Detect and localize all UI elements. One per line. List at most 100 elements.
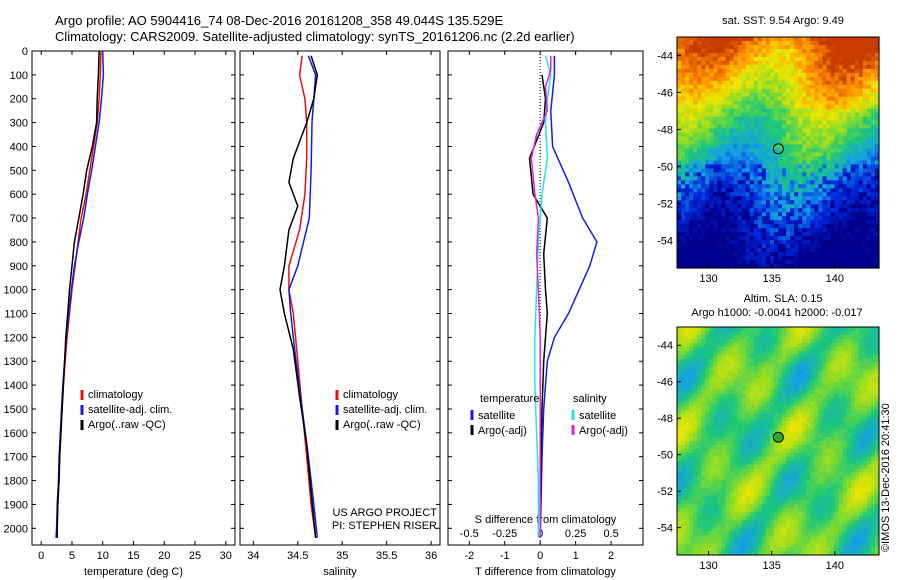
sst_map-cell (822, 37, 828, 42)
sst_map-cell (733, 76, 739, 82)
sst_map-cell (721, 72, 727, 78)
sst_map-cell (701, 188, 706, 193)
sla_map-cell (838, 378, 844, 383)
sla_map-cell (733, 346, 739, 352)
sst_map-cell (850, 184, 856, 189)
sla_map-cell (814, 441, 819, 446)
sst_map-cell (705, 37, 710, 42)
sst_map-cell (745, 208, 751, 213)
sla_map-cell (810, 405, 815, 411)
sst_map-cell (842, 92, 848, 98)
sst_map-cell (737, 37, 743, 42)
sla_map-cell (810, 382, 815, 387)
sst_map-cell (778, 136, 783, 142)
sla_map-cell (729, 354, 735, 360)
salinity-legend-label: Argo(..raw -QC) (343, 419, 421, 431)
sst_map-cell (709, 116, 714, 122)
differences-series-line (528, 74, 549, 538)
sst_map-cell (818, 116, 824, 122)
sla_map-cell (858, 397, 864, 403)
sst_map-cell (790, 232, 795, 237)
sla_map-cell (677, 327, 682, 332)
sst_map-cell (705, 144, 710, 150)
sst_map-cell (737, 148, 743, 154)
sst_map-cell (725, 172, 731, 177)
sla_map-cell (842, 350, 848, 356)
sla_map-cell (677, 429, 682, 434)
sla_map-cell (862, 334, 868, 340)
sst_map-cell (830, 244, 836, 249)
sla_map-cell (697, 437, 702, 442)
sst_map-cell (705, 216, 710, 221)
sst_map-cell (713, 164, 718, 170)
sst_map-cell (846, 236, 852, 241)
sla_map-cell (685, 330, 690, 336)
sst_map-cell (765, 60, 771, 66)
sla_map-cell (834, 433, 840, 438)
sst_map-cell (705, 112, 710, 118)
sla_map-cell (854, 405, 860, 411)
sla_map-cell (782, 401, 787, 407)
sla_map-cell (705, 397, 710, 403)
sla_map-cell (778, 370, 783, 375)
sst_map-cell (790, 92, 795, 98)
sst_map-cell (693, 164, 698, 170)
sst_map-cell (725, 236, 731, 241)
sst_map-cell (866, 136, 872, 142)
sst_map-cell (802, 200, 807, 205)
sla_map-cell (729, 413, 735, 419)
sla_map-cell (866, 464, 872, 470)
sst_map-cell (757, 92, 763, 98)
sst_map-cell (729, 72, 735, 78)
sla_map-cell (721, 460, 727, 466)
temperature-legend-label: satellite-adj. clim. (88, 404, 172, 416)
sst_map-cell (769, 140, 775, 146)
sla_map-cell (842, 405, 848, 411)
sst_map-cell (725, 124, 731, 130)
sst_map-cell (782, 180, 787, 185)
sla_map-cell (693, 452, 698, 458)
sst_map-cell (810, 224, 815, 229)
sla_map-cell (798, 393, 803, 399)
sla_map-cell (826, 409, 832, 415)
sla_map-cell (866, 413, 872, 419)
sla_map-cell (830, 370, 836, 375)
sst_map-cell (794, 184, 799, 189)
sla_map-cell (814, 342, 819, 348)
sla_map-cell (838, 437, 844, 442)
sla_map-cell (814, 354, 819, 360)
sst_map-cell (838, 188, 844, 193)
sst_map-cell (685, 164, 690, 170)
sla_map-cell (693, 374, 698, 379)
sla_map-cell (834, 460, 840, 466)
sla_map-cell (818, 362, 824, 367)
sla_map-cell (713, 444, 718, 450)
sst_map-cell (850, 48, 856, 54)
sla_map-cell (745, 385, 751, 391)
sla_map-cell (810, 456, 815, 462)
sst_map-cell (874, 48, 880, 54)
sla_map-cell (685, 382, 690, 387)
sla_map-cell (866, 397, 872, 403)
sla_map-cell (733, 456, 739, 462)
sst_map-cell (729, 248, 735, 253)
sst_map-cell (701, 108, 706, 114)
sst_map-cell (846, 40, 852, 46)
sla_map-cell (842, 366, 848, 371)
sla_map-cell (846, 350, 852, 356)
sst_map-cell (769, 200, 775, 205)
sla_map-cell (701, 413, 706, 419)
sla_map-cell (761, 378, 767, 383)
sst_map-cell (858, 168, 864, 174)
sst_map-cell (725, 56, 731, 62)
sla_map-cell (689, 464, 694, 470)
sst_map-cell (761, 92, 767, 98)
sst_map-cell (858, 64, 864, 70)
sst_map-cell (745, 236, 751, 241)
sla_map-cell (729, 327, 735, 332)
sla_map-cell (822, 441, 828, 446)
sst_map-cell (749, 204, 755, 209)
sla_map-cell (802, 389, 807, 395)
sla_map-cell (854, 464, 860, 470)
sla_map-cell (761, 441, 767, 446)
